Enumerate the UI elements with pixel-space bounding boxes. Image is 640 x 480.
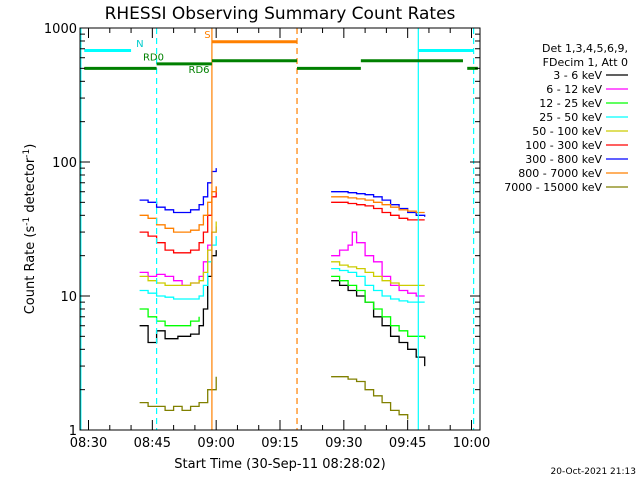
- y-axis-label-a: Count Rate (s: [23, 226, 38, 315]
- plot-frame: [79, 27, 481, 431]
- rd0-label: RD0: [143, 53, 164, 64]
- y-axis-label-c: ): [23, 144, 38, 149]
- legend-entry: 800 - 7000 keV: [518, 167, 602, 180]
- legend-entry: 7000 - 15000 keV: [504, 181, 602, 194]
- legend-entry: 12 - 25 keV: [539, 97, 602, 110]
- x-tick-label: 09:00: [197, 436, 234, 451]
- x-tick-label: 09:15: [261, 436, 298, 451]
- x-axis: 08:30 08:45 09:00 09:15 09:30 09:45 10:00: [70, 28, 490, 451]
- series-line: [331, 231, 425, 297]
- y-tick-label: 1000: [44, 22, 77, 37]
- series-line: [139, 168, 217, 214]
- y-axis-label-sup2: -1: [22, 149, 32, 158]
- rd6-label: RD6: [189, 65, 210, 76]
- series-line: [139, 236, 217, 300]
- chart-title: RHESSI Observing Summary Count Rates: [105, 4, 456, 24]
- y-tick-label: 100: [52, 156, 77, 171]
- x-tick-label: 09:45: [389, 436, 426, 451]
- series-line: [139, 250, 217, 344]
- legend-header: Det 1,3,4,5,6,9,: [542, 42, 628, 55]
- s-label: S: [204, 30, 210, 41]
- legend-entry: 300 - 800 keV: [525, 153, 602, 166]
- y-axis: 1 10 100 1000: [44, 22, 480, 439]
- legend-header: FDecim 1, Att 0: [543, 56, 628, 69]
- legend-entry: 50 - 100 keV: [532, 125, 602, 138]
- data-layer: [139, 168, 426, 420]
- series-line: [139, 376, 217, 412]
- x-tick-label: 09:30: [325, 436, 362, 451]
- y-tick-label: 10: [60, 290, 77, 305]
- series-line: [139, 226, 217, 287]
- series-line: [139, 186, 217, 233]
- series-line: [331, 376, 409, 420]
- marker-layer: N S RD0 RD6: [80, 28, 478, 430]
- timestamp: 20-Oct-2021 21:13: [551, 467, 636, 477]
- legend-entry: 6 - 12 keV: [546, 83, 602, 96]
- series-line: [331, 267, 425, 303]
- series-line: [331, 201, 425, 221]
- series-line: [331, 261, 425, 287]
- x-tick-label: 08:30: [70, 436, 107, 451]
- x-tick-label: 10:00: [453, 436, 490, 451]
- x-axis-label: Start Time (30-Sep-11 08:28:02): [174, 457, 385, 472]
- series-line: [331, 196, 425, 214]
- legend-entry: 25 - 50 keV: [539, 111, 602, 124]
- series-line: [331, 275, 426, 339]
- series-line: [331, 191, 426, 217]
- legend-entry: 100 - 300 keV: [525, 139, 602, 152]
- series-line: [139, 308, 200, 327]
- y-tick-label: 1: [69, 424, 77, 439]
- n-label: N: [136, 39, 143, 50]
- y-axis-label: Count Rate (s-1 detector-1): [22, 144, 38, 315]
- x-tick-label: 08:45: [134, 436, 171, 451]
- y-axis-label-sup: -1: [22, 217, 32, 226]
- y-axis-label-b: detector: [23, 157, 38, 217]
- legend-entry: 3 - 6 keV: [553, 69, 602, 82]
- legend: Det 1,3,4,5,6,9,FDecim 1, Att 03 - 6 keV…: [504, 42, 628, 194]
